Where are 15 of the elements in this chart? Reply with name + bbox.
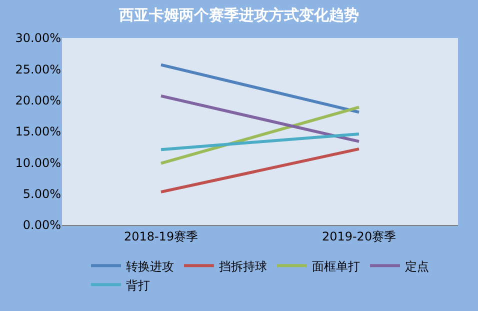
legend-label: 背打 <box>126 278 150 292</box>
legend-label: 挡拆持球 <box>219 259 267 274</box>
chart-title: 西亚卡姆两个赛季进攻方式变化趋势 <box>118 6 359 24</box>
x-tick-label: 2018-19赛季 <box>124 229 198 244</box>
legend-label: 转换进攻 <box>126 259 174 274</box>
y-tick-label: 20.00% <box>15 94 61 108</box>
y-tick-label: 15.00% <box>15 124 61 139</box>
legend-label: 定点 <box>405 259 429 274</box>
y-tick-label: 0.00% <box>22 218 61 232</box>
x-tick-label: 2019-20赛季 <box>322 229 396 244</box>
y-tick-label: 10.00% <box>15 156 61 170</box>
y-tick-label: 25.00% <box>15 62 61 76</box>
y-tick-label: 5.00% <box>22 187 61 202</box>
y-tick-label: 30.00% <box>15 31 61 46</box>
legend-label: 面框单打 <box>312 259 360 274</box>
